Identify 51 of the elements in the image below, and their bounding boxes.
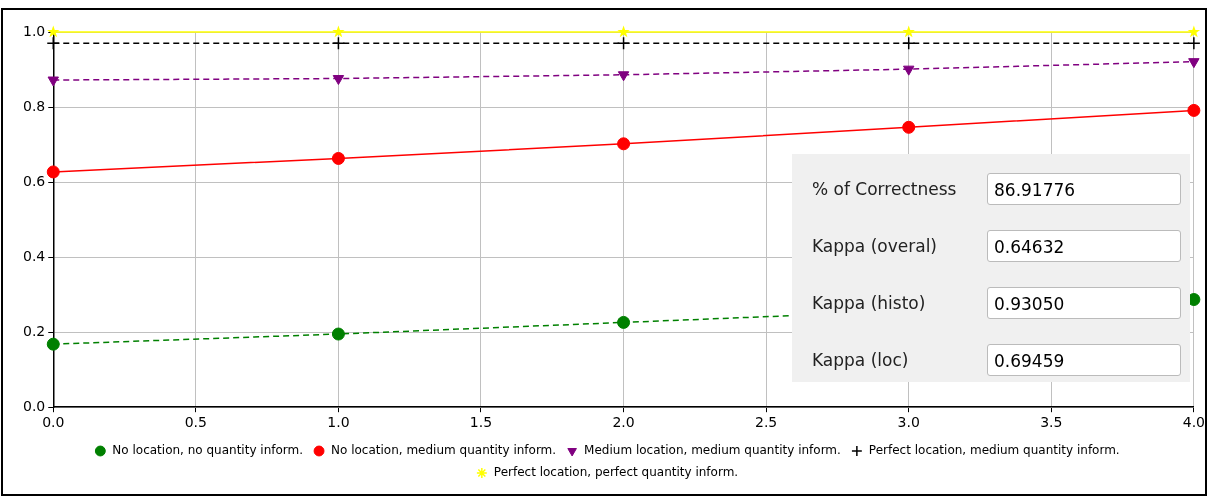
x-tick-label: 3.0 [897, 414, 920, 431]
point [617, 137, 631, 151]
point [903, 65, 915, 76]
text-field: 0.93050 [987, 286, 1181, 319]
legend-label: Perfect location, medium quantity inform. [868, 443, 1120, 458]
point [902, 120, 916, 134]
y-tick-label: 0.4 [23, 247, 46, 264]
point [47, 25, 60, 38]
point [47, 76, 59, 87]
x-tick-label: 1.0 [327, 414, 350, 431]
point [331, 151, 345, 165]
text-field: 0.64632 [987, 229, 1181, 262]
x-tick-label: 0.0 [42, 414, 65, 431]
point [332, 75, 345, 86]
x-tick-label: 2.5 [755, 414, 778, 431]
annotation: Kappa (loc) [812, 349, 910, 370]
point [1187, 36, 1201, 51]
x-tick-label: 2.0 [612, 414, 635, 431]
y-tick-label: 1.0 [23, 22, 46, 39]
x-tick-label: 0.5 [184, 414, 207, 431]
annotation: Kappa (overal) [812, 235, 938, 256]
point [617, 71, 630, 82]
point [331, 36, 346, 51]
point [331, 327, 345, 341]
x-tick-label: 3.5 [1040, 414, 1063, 431]
point [1187, 25, 1201, 38]
y-tick-label: 0.2 [23, 322, 46, 339]
text-field: 0.69459 [987, 343, 1181, 376]
legend-label: Medium location, medium quantity inform. [584, 443, 841, 458]
point [1187, 103, 1201, 117]
y-tick-label: 0.8 [23, 97, 46, 114]
y-tick-label: 0.6 [23, 172, 46, 189]
point [902, 25, 915, 38]
y-tick-label: 0.0 [23, 397, 46, 414]
point [901, 36, 916, 51]
x-tick-label: 1.5 [469, 414, 493, 431]
point [616, 36, 631, 51]
point [617, 25, 630, 38]
annotation: % of Correctness [812, 178, 958, 199]
legend-label: No location, medium quantity inform. [331, 443, 557, 458]
point [46, 36, 61, 51]
legend-label: No location, no quantity inform. [112, 443, 304, 458]
point [1188, 58, 1200, 69]
legend-label: Perfect location, perfect quantity inform. [493, 465, 739, 480]
point [617, 315, 631, 329]
point [46, 165, 60, 179]
x-tick-label: 4.0 [1182, 414, 1205, 431]
point [46, 337, 60, 351]
point [332, 25, 345, 38]
text-field: 86.91776 [987, 172, 1181, 205]
annotation: Kappa (histo) [812, 292, 927, 313]
